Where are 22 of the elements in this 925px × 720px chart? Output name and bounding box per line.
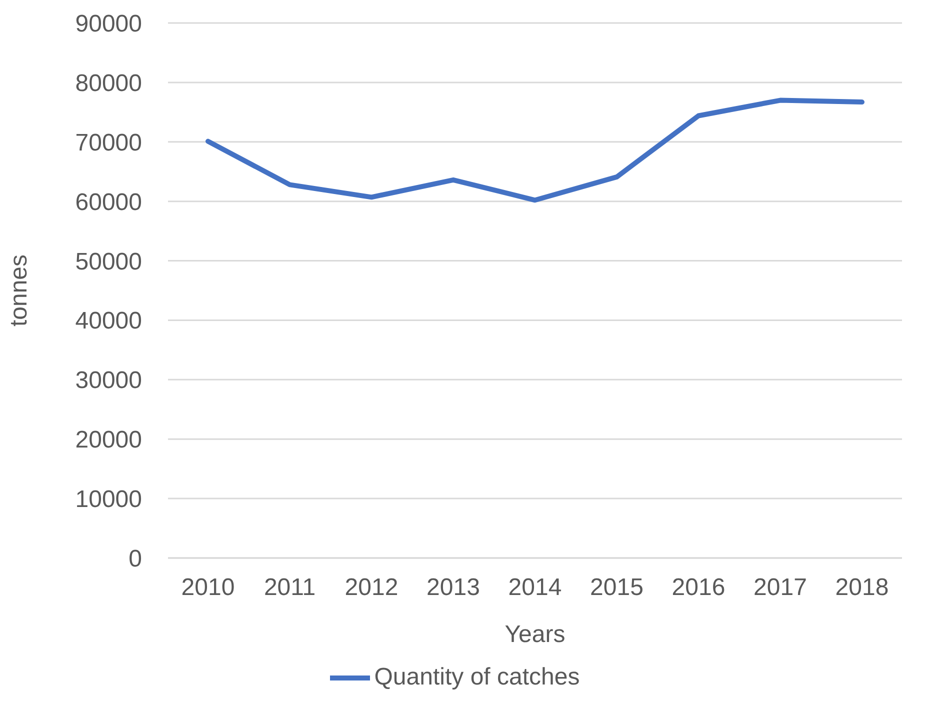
y-axis-title: tonnes — [6, 254, 33, 327]
x-tick-label: 2015 — [590, 574, 644, 602]
x-axis-title: Years — [504, 621, 566, 648]
x-tick-label: 2018 — [835, 574, 889, 602]
x-tick-label: 2010 — [181, 574, 235, 602]
y-tick-label: 30000 — [75, 367, 142, 394]
y-tick-label: 80000 — [75, 70, 142, 97]
x-tick-label: 2014 — [508, 574, 562, 602]
y-tick-label: 70000 — [75, 129, 142, 156]
x-tick-label: 2017 — [754, 574, 807, 602]
y-tick-label: 10000 — [75, 486, 142, 514]
x-tick-label: 2011 — [264, 574, 316, 602]
legend-label: Quantity of catches — [374, 663, 580, 690]
x-tick-label: 2016 — [672, 574, 726, 602]
y-tick-label: 20000 — [75, 426, 142, 454]
y-tick-label: 90000 — [75, 10, 142, 38]
y-tick-label: 60000 — [75, 188, 142, 216]
x-tick-label: 2012 — [344, 574, 398, 602]
y-tick-label: 50000 — [75, 248, 142, 276]
y-tick-label: 40000 — [75, 308, 142, 335]
x-tick-label: 2013 — [426, 574, 480, 602]
y-tick-label: 0 — [128, 546, 142, 573]
